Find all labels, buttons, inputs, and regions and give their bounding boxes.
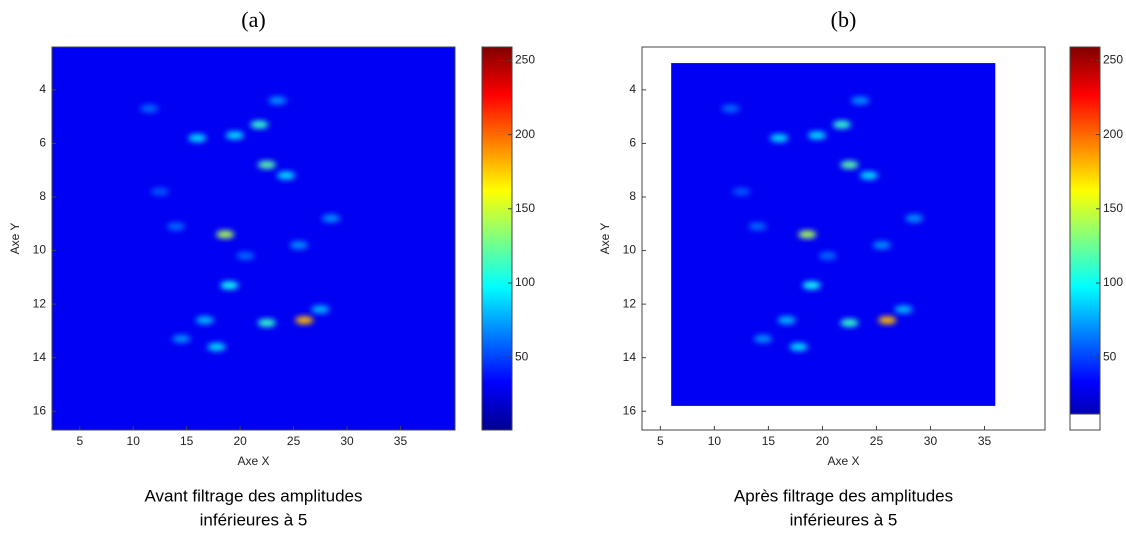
heat-spot [878,316,897,325]
x-tick-label: 10 [127,434,141,448]
y-tick-label: 6 [39,136,46,150]
heat-spot [220,281,239,290]
x-tick-label: 20 [233,434,247,448]
x-axis-label: Axe X [237,454,269,468]
colorbar-tick-label: 200 [1103,127,1123,141]
colorbar-tick-label: 250 [515,53,535,67]
panel-title: (a) [241,7,265,32]
x-tick-label: 25 [287,434,301,448]
heat-spot [188,134,207,143]
plot-frame [51,46,456,431]
panel-title: (b) [831,7,857,32]
heat-spot [216,230,235,239]
x-tick-label: 35 [394,434,408,448]
heat-spot [832,120,851,129]
heat-spot [905,214,924,223]
x-tick-label: 5 [657,434,664,448]
y-tick-label: 16 [33,403,47,417]
x-tick-label: 10 [708,434,722,448]
heat-spot [770,134,789,143]
y-tick-label: 12 [33,296,47,310]
y-tick-label: 10 [33,243,47,257]
heat-spot [225,131,244,140]
heat-spot [289,241,308,250]
heat-spot [851,96,870,105]
colorbar [1069,46,1101,431]
y-axis-label: Axe Y [8,223,22,255]
heat-spot [754,334,773,343]
colorbar-tick-label: 150 [1103,201,1123,215]
y-tick-label: 10 [623,243,637,257]
heat-spot [818,251,837,260]
x-tick-label: 20 [816,434,830,448]
heat-spot [894,305,913,314]
x-tick-label: 15 [180,434,194,448]
x-tick-label: 25 [870,434,884,448]
heat-spot [277,171,296,180]
heat-spot [732,187,751,196]
mask-extent [671,63,996,406]
colorbar-tick-label: 50 [515,349,529,363]
heat-spot [150,187,169,196]
heatmap-background [52,47,455,430]
heat-spot [295,316,314,325]
heat-spot [167,222,185,231]
colorbar-tick-label: 50 [1103,349,1117,363]
y-tick-label: 14 [33,350,47,364]
colorbar-tick-label: 100 [515,275,535,289]
colorbar-tick-label: 200 [515,127,535,141]
x-tick-label: 15 [762,434,776,448]
heat-spot [721,104,740,113]
heat-spot [257,160,276,169]
colorbar-under [1069,413,1101,431]
x-tick-label: 30 [924,434,938,448]
caption: inférieures à 5 [200,510,308,529]
heat-spot [872,241,891,250]
colorbar-tick-label: 150 [515,201,535,215]
plot-frame [641,46,1046,431]
y-axis-label: Axe Y [598,223,612,255]
heat-spot [798,230,817,239]
caption: Après filtrage des amplitudes [734,486,953,505]
heat-spot [748,222,767,231]
y-tick-label: 6 [629,136,636,150]
heat-spot [250,120,269,129]
heat-spot [236,251,255,260]
y-tick-label: 14 [623,350,637,364]
heat-spot [777,316,796,325]
colorbar [481,46,513,431]
plot-area [52,47,455,430]
plot-area [671,63,996,406]
heat-spot [840,318,859,327]
caption: inférieures à 5 [790,510,898,529]
caption: Avant filtrage des amplitudes [145,486,363,505]
x-tick-label: 5 [76,434,83,448]
heat-spot [311,305,330,314]
heat-spot [808,131,827,140]
y-tick-label: 8 [39,189,46,203]
y-tick-label: 4 [629,82,636,96]
y-tick-label: 8 [629,189,636,203]
heat-spot [859,171,878,180]
heat-spot [195,316,214,325]
colorbar-tick-label: 250 [1103,53,1123,67]
x-tick-label: 35 [978,434,992,448]
heat-spot [207,342,226,351]
y-tick-label: 16 [623,403,637,417]
heat-spot [268,96,287,105]
heat-spot [789,342,808,351]
x-axis-label: Axe X [827,454,859,468]
y-tick-label: 4 [39,82,46,96]
colorbar-tick-label: 100 [1103,275,1123,289]
heat-spot [172,334,191,343]
heat-spot [322,214,340,223]
heat-spot [257,318,276,327]
y-tick-label: 12 [623,296,637,310]
x-tick-label: 30 [340,434,354,448]
heat-spot [840,160,859,169]
heat-spot [802,281,821,290]
heat-spot [140,104,159,113]
